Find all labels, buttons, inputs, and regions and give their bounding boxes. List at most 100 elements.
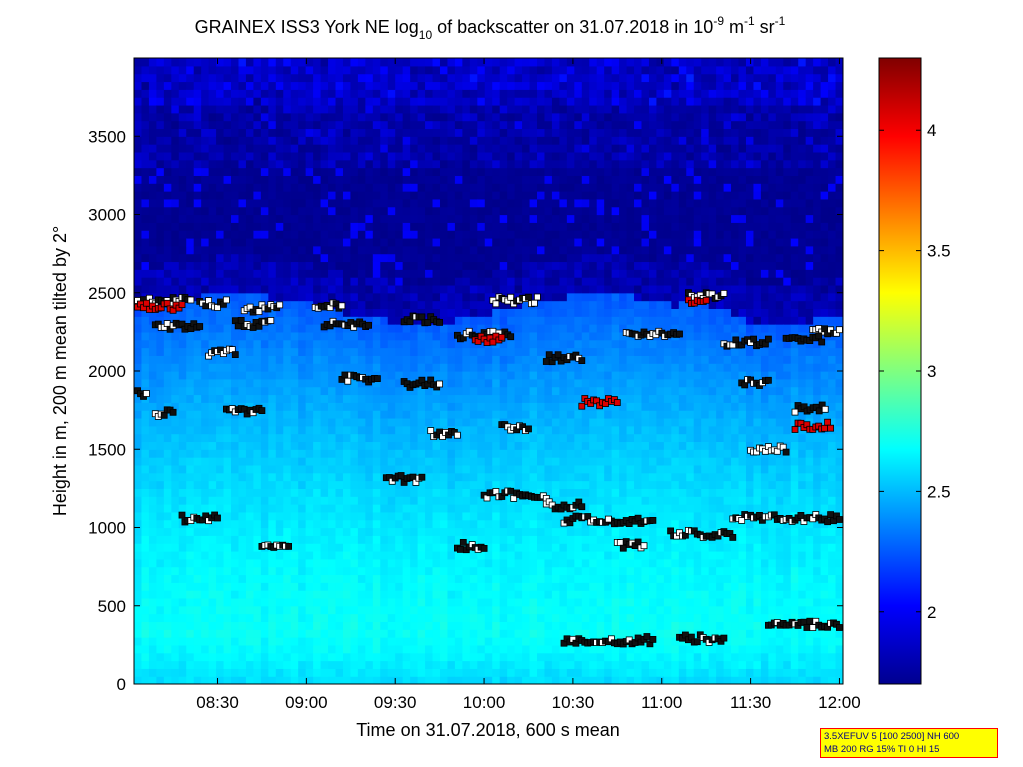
heatmap-cell [581, 378, 590, 388]
heatmap-cell [290, 104, 299, 114]
heatmap-cell [387, 89, 396, 98]
heatmap-cell [156, 637, 165, 646]
heatmap-cell [290, 488, 299, 497]
heatmap-cell [223, 198, 232, 208]
heatmap-cell [499, 574, 508, 583]
heatmap-cell [208, 402, 217, 411]
heatmap-cell [283, 347, 292, 356]
heatmap-cell [522, 386, 531, 396]
heatmap-cell [216, 644, 225, 654]
heatmap-cell [253, 120, 262, 130]
heatmap-cell [514, 621, 523, 630]
heatmap-cell [380, 543, 389, 552]
heatmap-cell [447, 292, 456, 302]
heatmap-cell [544, 394, 553, 403]
heatmap-cell [141, 464, 150, 474]
heatmap-cell [134, 558, 143, 568]
heatmap-cell [357, 104, 366, 114]
heatmap-cell [544, 480, 553, 489]
heatmap-cell [447, 120, 456, 130]
heatmap-cell [178, 214, 187, 223]
heatmap-cell [365, 543, 374, 552]
heatmap-cell [313, 324, 322, 333]
heatmap-cell [268, 237, 277, 247]
heatmap-cell [387, 543, 396, 552]
heatmap-cell [402, 355, 411, 364]
heatmap-cell [178, 89, 187, 98]
heatmap-cell [231, 637, 240, 646]
heatmap-cell [148, 237, 157, 247]
heatmap-cell [477, 457, 486, 466]
heatmap-cell [328, 198, 337, 208]
heatmap-cell [134, 378, 143, 388]
heatmap-cell [141, 128, 150, 137]
heatmap-cell [275, 488, 284, 497]
heatmap-cell [328, 550, 337, 560]
heatmap-cell [328, 386, 337, 396]
heatmap-cell [260, 214, 269, 223]
heatmap-cell [141, 183, 150, 192]
heatmap-cell [462, 637, 471, 646]
heatmap-cell [581, 605, 590, 615]
heatmap-cell [454, 183, 463, 192]
heatmap-cell [186, 504, 195, 513]
heatmap-cell [178, 676, 187, 684]
heatmap-cell [514, 629, 523, 638]
heatmap-cell [365, 504, 374, 513]
heatmap-cell [357, 519, 366, 529]
heatmap-cell [447, 277, 456, 286]
heatmap-cell [141, 253, 150, 263]
heatmap-cell [447, 222, 456, 231]
heatmap-cell [492, 355, 501, 364]
heatmap-cell [507, 355, 516, 364]
heatmap-cell [342, 214, 352, 223]
heatmap-cell [477, 128, 486, 137]
heatmap-cell [581, 347, 590, 356]
heatmap-cell [156, 159, 165, 169]
heatmap-cell [537, 543, 546, 552]
heatmap-cell [439, 574, 449, 583]
heatmap-cell [417, 597, 426, 607]
heatmap-cell [148, 457, 157, 466]
heatmap-cell [439, 284, 449, 294]
heatmap-cell [231, 417, 240, 427]
heatmap-cell [395, 237, 404, 247]
heatmap-cell [260, 237, 269, 247]
heatmap-cell [365, 597, 374, 607]
heatmap-cell [357, 198, 366, 208]
heatmap-cell [410, 245, 419, 255]
heatmap-cell [178, 97, 187, 106]
heatmap-cell [328, 347, 337, 356]
heatmap-cell [596, 496, 605, 505]
heatmap-cell [268, 574, 277, 583]
heatmap-cell [201, 65, 210, 75]
heatmap-cell [283, 104, 292, 114]
heatmap-cell [193, 183, 202, 192]
heatmap-cell [328, 582, 337, 591]
heatmap-cell [544, 191, 553, 200]
heatmap-cell [245, 605, 255, 615]
heatmap-cell [193, 230, 202, 239]
heatmap-cell [134, 410, 143, 419]
heatmap-cell [581, 402, 590, 411]
heatmap-cell [402, 449, 411, 458]
heatmap-cell [432, 637, 441, 646]
heatmap-cell [514, 410, 523, 419]
heatmap-cell [208, 652, 217, 662]
heatmap-cell [417, 112, 426, 122]
heatmap-cell [507, 269, 516, 278]
heatmap-cell [410, 410, 419, 419]
heatmap-cell [201, 378, 210, 388]
heatmap-cell [283, 371, 292, 380]
heatmap-cell [372, 308, 381, 317]
heatmap-cell [350, 590, 359, 599]
heatmap-cell [268, 652, 277, 662]
heatmap-cell [507, 449, 516, 458]
heatmap-cell [529, 464, 538, 474]
heatmap-cell [439, 488, 449, 497]
heatmap-cell [201, 277, 210, 286]
heatmap-cell [163, 81, 172, 90]
heatmap-cell [499, 371, 508, 380]
heatmap-cell [298, 457, 307, 466]
heatmap-cell [350, 136, 359, 145]
